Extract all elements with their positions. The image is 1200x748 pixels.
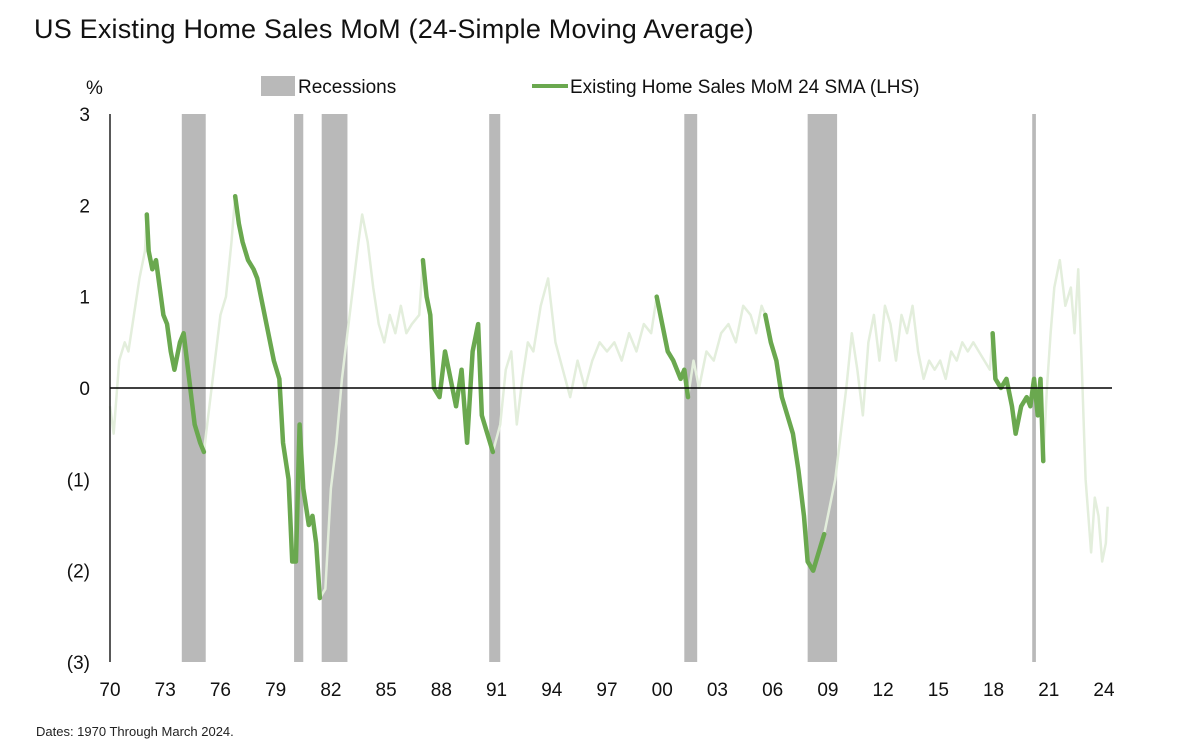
y-tick-label: (1) <box>67 470 90 491</box>
x-tick-label: 76 <box>210 680 231 701</box>
legend-series-label: Existing Home Sales MoM 24 SMA (LHS) <box>570 77 920 98</box>
y-tick-label: (3) <box>67 653 90 674</box>
x-tick-label: 70 <box>99 680 120 701</box>
x-tick-label: 12 <box>873 680 894 701</box>
legend-recession-label: Recessions <box>298 77 396 98</box>
x-tick-label: 73 <box>155 680 176 701</box>
series-line-highlight-1 <box>232 193 323 601</box>
x-tick-label: 21 <box>1038 680 1059 701</box>
y-tick-label: (2) <box>67 562 90 583</box>
series-line-faded <box>108 194 1109 600</box>
footnote: Dates: 1970 Through March 2024. <box>36 724 234 739</box>
legend: Recessions Existing Home Sales MoM 24 SM… <box>261 76 920 98</box>
faded-series-layer <box>108 194 1109 600</box>
x-tick-label: 03 <box>707 680 728 701</box>
x-tick-label: 00 <box>652 680 673 701</box>
x-tick-label: 85 <box>376 680 397 701</box>
series-line-highlight-2 <box>420 257 496 455</box>
x-tick-label: 24 <box>1093 680 1115 701</box>
x-tick-label: 18 <box>983 680 1004 701</box>
series-line-highlight-0 <box>144 212 207 455</box>
y-axis-ticks: 3 2 1 0 (1) (2) (3) <box>67 105 90 674</box>
legend-recession-swatch <box>261 76 295 96</box>
x-tick-label: 88 <box>431 680 452 701</box>
y-tick-label: 2 <box>79 196 90 217</box>
x-tick-label: 97 <box>596 680 617 701</box>
series-line-highlight-4 <box>763 312 827 573</box>
y-axis-label: % <box>86 78 103 99</box>
y-tick-label: 0 <box>79 379 90 400</box>
x-tick-label: 79 <box>265 680 286 701</box>
x-tick-label: 94 <box>541 680 563 701</box>
y-tick-label: 1 <box>79 288 90 309</box>
series-line-highlight-3 <box>654 294 691 400</box>
x-tick-label: 06 <box>762 680 783 701</box>
x-tick-label: 82 <box>320 680 341 701</box>
x-tick-label: 15 <box>928 680 949 701</box>
x-tick-label: 91 <box>486 680 507 701</box>
x-tick-label: 09 <box>817 680 838 701</box>
y-tick-label: 3 <box>79 105 90 126</box>
chart-title: US Existing Home Sales MoM (24-Simple Mo… <box>34 14 754 44</box>
highlighted-series-layer <box>144 193 1046 601</box>
x-axis-ticks: 70 73 76 79 82 85 88 91 94 97 00 03 06 09 12 15 18 21 24 <box>99 680 1115 701</box>
